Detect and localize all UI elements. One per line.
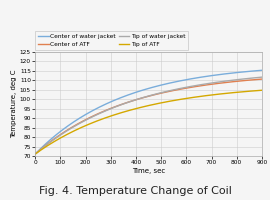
Y-axis label: Temperature, deg C: Temperature, deg C xyxy=(11,70,17,138)
Center of ATF xyxy=(125,101,129,104)
Tip of ATF xyxy=(133,108,137,110)
Line: Center of water jacket: Center of water jacket xyxy=(35,70,262,154)
X-axis label: Time, sec: Time, sec xyxy=(132,168,165,174)
Tip of water jacket xyxy=(125,102,129,104)
Tip of ATF xyxy=(214,93,218,96)
Tip of ATF xyxy=(125,110,129,112)
Center of water jacket xyxy=(57,132,60,134)
Tip of ATF xyxy=(189,97,193,99)
Tip of water jacket xyxy=(260,76,264,78)
Line: Tip of ATF: Tip of ATF xyxy=(35,90,262,154)
Tip of ATF xyxy=(33,153,37,155)
Center of ATF xyxy=(33,153,37,155)
Tip of ATF xyxy=(210,94,214,96)
Text: Fig. 4. Temperature Change of Coil: Fig. 4. Temperature Change of Coil xyxy=(39,186,231,196)
Center of water jacket xyxy=(189,78,193,80)
Center of water jacket xyxy=(133,91,137,94)
Tip of ATF xyxy=(260,89,264,91)
Center of water jacket xyxy=(210,74,214,77)
Line: Tip of water jacket: Tip of water jacket xyxy=(35,77,262,154)
Center of water jacket xyxy=(125,94,129,97)
Tip of water jacket xyxy=(33,153,37,155)
Tip of water jacket xyxy=(189,85,193,88)
Center of ATF xyxy=(133,99,137,101)
Tip of ATF xyxy=(57,138,60,140)
Tip of water jacket xyxy=(214,81,218,84)
Line: Center of ATF: Center of ATF xyxy=(35,79,262,154)
Center of ATF xyxy=(57,135,60,137)
Center of ATF xyxy=(260,78,264,80)
Center of water jacket xyxy=(260,69,264,71)
Tip of water jacket xyxy=(133,99,137,101)
Center of ATF xyxy=(189,86,193,89)
Legend: Center of water jacket, Center of ATF, Tip of water jacket, Tip of ATF: Center of water jacket, Center of ATF, T… xyxy=(35,31,188,50)
Tip of water jacket xyxy=(210,82,214,84)
Tip of water jacket xyxy=(57,135,60,138)
Center of ATF xyxy=(210,83,214,85)
Center of water jacket xyxy=(214,74,218,76)
Center of ATF xyxy=(214,82,218,85)
Center of water jacket xyxy=(33,153,37,155)
